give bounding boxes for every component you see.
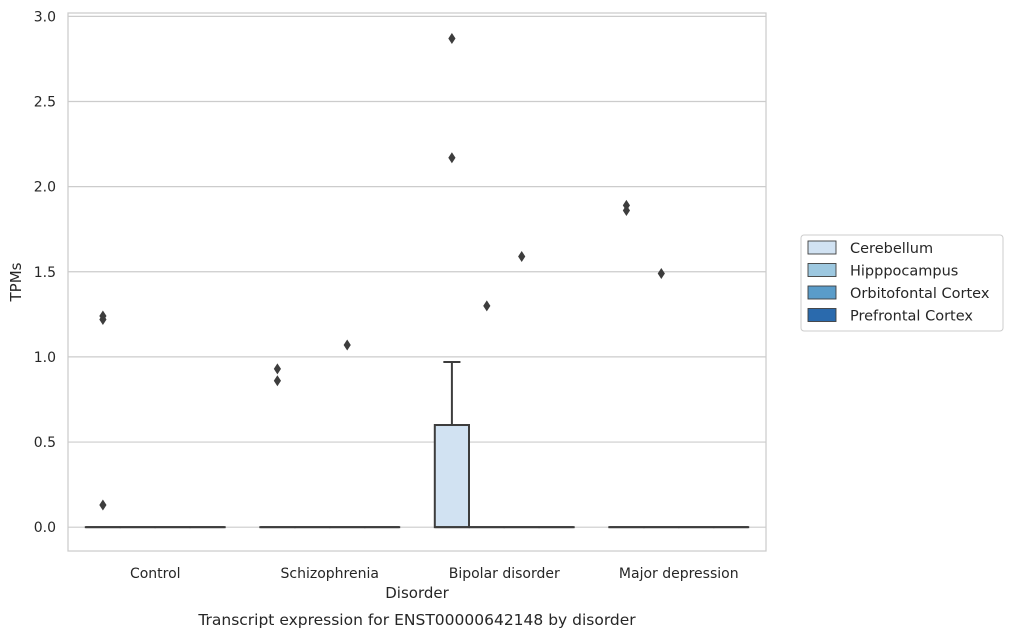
x-tick-label: Major depression: [619, 566, 739, 582]
boxes-layer: [84, 33, 750, 529]
legend-swatch: [807, 240, 837, 255]
legend-swatch: [807, 263, 837, 277]
y-tick-label: 2.0: [34, 180, 56, 196]
outlier-point: [657, 267, 665, 279]
x-tick-label: Bipolar disorder: [449, 566, 560, 582]
legend-frame: [800, 234, 1004, 332]
outlier-point: [99, 499, 107, 511]
y-tick-label: 3.0: [34, 9, 56, 25]
legend-label: Cerebellum: [850, 241, 933, 257]
x-tick-label: Schizophrenia: [281, 566, 379, 582]
outlier-point: [273, 363, 281, 375]
legend: Cerebellum Hipppocampus Orbitofontal Corte…: [800, 234, 1004, 332]
chart-caption: Transcript expression for ENST0000064214…: [197, 611, 636, 629]
outlier-point: [483, 300, 491, 312]
outlier-point: [518, 250, 526, 262]
plot-frame: [67, 12, 767, 552]
x-axis-label: Disorder: [385, 584, 449, 602]
y-tick-label: 1.0: [34, 350, 56, 366]
legend-swatch: [807, 308, 837, 322]
x-tick-label: Control: [130, 566, 181, 582]
outlier-point: [343, 339, 351, 351]
legend-swatch: [807, 285, 837, 300]
y-tick-label: 0.5: [34, 435, 56, 451]
outlier-point: [622, 204, 630, 216]
y-tick-label: 0.0: [34, 520, 56, 536]
box-cerebellum: [84, 310, 122, 529]
outlier-point: [99, 313, 107, 325]
legend-label: Hipppocampus: [850, 264, 958, 280]
outlier-point: [273, 375, 281, 387]
outlier-point: [448, 33, 456, 45]
y-tick-label: 2.5: [34, 95, 56, 111]
y-axis-label: TPMs: [7, 262, 25, 302]
gridlines: [68, 15, 766, 528]
legend-items: Cerebellum Hipppocampus Orbitofontal Corte…: [807, 240, 990, 325]
legend-label: Orbitofontal Cortex: [850, 286, 990, 302]
outlier-point: [448, 152, 456, 164]
y-axis-ticks: 0.0 0.5 1.0 1.5 2.0 2.5 3.0: [34, 9, 56, 536]
y-tick-label: 1.5: [34, 265, 56, 281]
x-axis-ticks: Control Schizophrenia Bipolar disorder Majo…: [130, 566, 739, 582]
plot-background: [68, 13, 766, 551]
box-iqr: [433, 424, 471, 529]
box-cerebellum: [433, 33, 471, 529]
legend-label: Prefrontal Cortex: [850, 309, 973, 325]
